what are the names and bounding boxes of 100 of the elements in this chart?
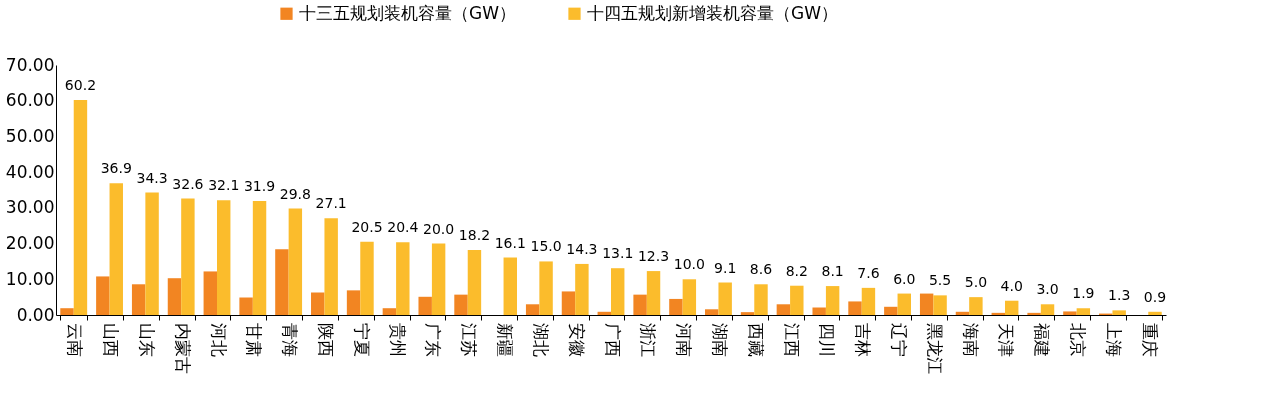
y-tick-label: 60.00 [5,90,55,111]
bar [740,312,755,315]
x-tick-label: 内蒙古 [172,322,193,374]
bar [754,284,768,315]
bar [109,183,123,315]
bar [1040,304,1055,315]
x-tick-label: 上海 [1103,322,1124,357]
x-tick-label: 湖南 [709,322,730,357]
bar [360,241,374,315]
bar [1076,308,1091,315]
bar [503,257,517,315]
data-label: 3.0 [1036,281,1059,298]
x-tick-label: 海南 [960,322,981,357]
bar [467,250,482,315]
bar [418,296,432,315]
data-label: 36.9 [100,160,132,177]
data-label: 32.6 [172,175,204,192]
x-tick-label: 黑龙江 [924,322,945,374]
data-label: 16.1 [494,234,526,251]
bar [919,293,934,315]
x-tick-label: 山东 [136,322,157,357]
bar [790,285,804,315]
bar [73,100,88,315]
bar [431,243,446,315]
data-label: 20.4 [387,219,419,236]
x-tick-label: 宁夏 [351,322,372,357]
x-tick-label: 青海 [280,322,301,357]
data-label: 5.5 [928,272,952,289]
y-tick-label: 30.00 [5,197,55,218]
bar [646,271,661,315]
data-label: 9.1 [714,259,737,276]
bar [718,282,732,315]
bar [217,200,231,315]
bar [1005,300,1019,315]
bar [897,293,911,315]
x-tick-label: 福建 [1032,322,1053,357]
bar [825,286,840,315]
data-label: 1.9 [1072,285,1095,302]
x-tick-label: 北京 [1068,322,1089,357]
bar [346,290,361,315]
bar [382,308,397,315]
bar [311,292,325,315]
x-tick-label: 江西 [781,322,802,357]
bar [131,284,146,315]
data-label: 29.8 [279,185,311,202]
bar [239,297,253,315]
data-label: 6.0 [893,270,916,287]
y-tick-label: 70.00 [5,54,55,75]
data-label: 20.0 [423,220,455,237]
data-label: 32.1 [208,177,240,194]
bar [597,311,611,315]
x-tick-label: 山西 [101,322,122,357]
bar [96,276,110,315]
data-label: 60.2 [64,77,97,93]
x-tick-label: 西藏 [745,322,766,357]
data-label: 7.6 [857,264,880,281]
y-tick-label: 20.00 [5,233,55,254]
y-tick-label: 0.00 [16,304,55,325]
x-tick-label: 浙江 [638,322,659,357]
bar [1112,310,1126,315]
bar [525,304,540,315]
y-tick-label: 50.00 [5,125,55,146]
data-label: 10.0 [673,256,705,273]
data-label: 18.2 [458,227,491,243]
bar [1148,311,1162,315]
bar [611,268,625,315]
bar [454,294,468,315]
bar [682,279,697,315]
data-label: 34.3 [136,169,168,186]
legend-label: 十三五规划装机容量（GW） [299,2,516,23]
x-tick-label: 四川 [817,322,838,357]
data-label: 8.6 [749,261,773,278]
bar [955,311,970,315]
bar [252,201,267,315]
data-label: 1.3 [1108,287,1131,304]
bar [669,298,683,315]
x-tick-label: 贵州 [387,322,408,357]
bar [861,287,876,315]
bar [60,308,74,315]
data-label: 27.1 [315,195,347,212]
bar [991,312,1005,315]
x-tick-label: 河南 [674,322,695,357]
x-tick-label: 广西 [602,322,623,357]
y-tick-label: 10.00 [5,268,55,289]
bar [969,297,983,315]
x-tick-label: 陕西 [315,322,336,357]
x-tick-label: 甘肃 [244,322,265,357]
bar [1027,312,1041,315]
bar [145,192,159,315]
x-tick-label: 江苏 [459,322,480,357]
data-label: 12.3 [637,248,670,265]
data-label: 13.1 [602,245,634,262]
bar [396,242,410,315]
x-tick-label: 辽宁 [889,322,910,357]
bar [933,295,947,315]
data-label: 14.3 [566,240,598,257]
x-tick-label: 新疆 [495,322,516,357]
data-label: 8.2 [785,262,808,279]
data-label: 31.9 [243,178,276,195]
x-tick-label: 河北 [208,322,229,357]
